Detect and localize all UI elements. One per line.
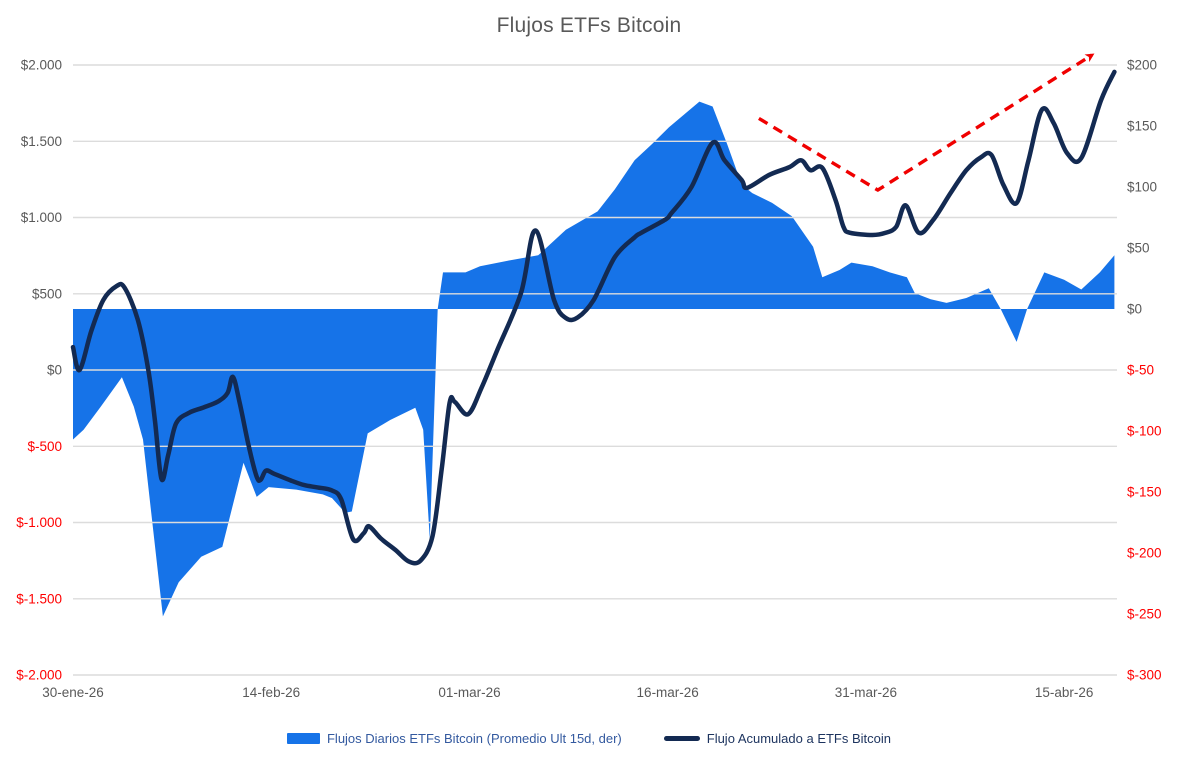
svg-text:15-abr-26: 15-abr-26: [1035, 685, 1094, 700]
svg-text:$1.500: $1.500: [21, 134, 62, 149]
legend-item-daily-flows: Flujos Diarios ETFs Bitcoin (Promedio Ul…: [286, 731, 622, 746]
svg-text:14-feb-26: 14-feb-26: [242, 685, 300, 700]
svg-text:$500: $500: [32, 286, 62, 301]
legend-label-daily-flows: Flujos Diarios ETFs Bitcoin (Promedio Ul…: [326, 731, 622, 746]
svg-text:$0: $0: [1127, 302, 1142, 317]
svg-text:$-100: $-100: [1127, 424, 1162, 439]
cumulative-flow-line: [70, 69, 1117, 566]
svg-text:$-200: $-200: [1127, 546, 1162, 561]
svg-text:$100: $100: [1127, 180, 1157, 195]
svg-text:$-150: $-150: [1127, 485, 1162, 500]
svg-text:$150: $150: [1127, 119, 1157, 134]
svg-text:$-1.500: $-1.500: [16, 591, 62, 606]
svg-text:$-2.000: $-2.000: [16, 668, 62, 683]
chart-title: Flujos ETFs Bitcoin: [496, 14, 682, 37]
svg-text:30-ene-26: 30-ene-26: [42, 685, 104, 700]
svg-text:$-250: $-250: [1127, 607, 1162, 622]
line-swatch-icon: [663, 736, 700, 741]
legend-label-cumulative: Flujo Acumulado a ETFs Bitcoin: [706, 731, 891, 746]
legend: Flujos Diarios ETFs Bitcoin (Promedio Ul…: [0, 731, 1178, 746]
svg-text:$200: $200: [1127, 58, 1157, 73]
svg-text:$-50: $-50: [1127, 363, 1154, 378]
svg-text:$1.000: $1.000: [21, 210, 62, 225]
svg-text:01-mar-26: 01-mar-26: [438, 685, 500, 700]
svg-text:31-mar-26: 31-mar-26: [835, 685, 897, 700]
svg-text:$0: $0: [47, 363, 62, 378]
right-axis-labels: $200 $150 $100 $50 $0 $-50 $-100 $-150 $-200 $-25…: [1127, 58, 1162, 683]
svg-text:$2.000: $2.000: [21, 58, 62, 73]
left-axis-labels: $2.000 $1.500 $1.000 $500 $0 $-500 $-1.000 $-1.…: [16, 58, 62, 683]
svg-text:16-mar-26: 16-mar-26: [637, 685, 699, 700]
svg-text:$-300: $-300: [1127, 668, 1162, 683]
area-swatch-icon: [286, 733, 320, 744]
svg-text:$50: $50: [1127, 241, 1150, 256]
svg-text:$-500: $-500: [27, 439, 62, 454]
svg-text:$-1.000: $-1.000: [16, 515, 62, 530]
x-axis-labels: 30-ene-26 14-feb-26 01-mar-26 16-mar-26 31-m…: [42, 685, 1093, 700]
trend-arrow: [758, 53, 1095, 192]
legend-item-cumulative: Flujo Acumulado a ETFs Bitcoin: [663, 731, 891, 746]
daily-flows-area: [73, 101, 1115, 617]
gridlines: [73, 64, 1117, 676]
